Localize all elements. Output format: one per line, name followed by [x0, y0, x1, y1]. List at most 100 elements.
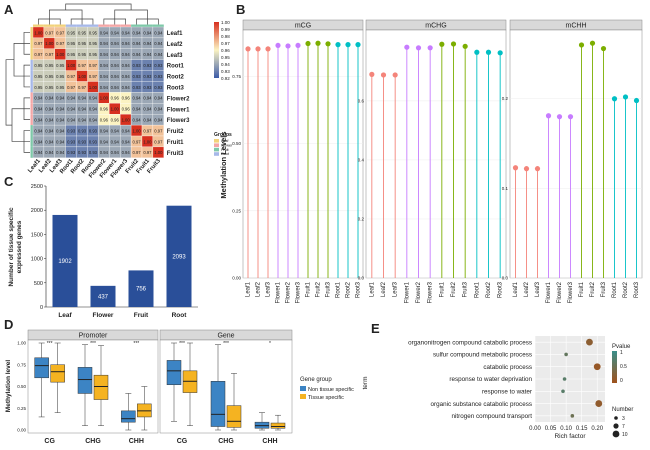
heatmap-cell-label: 0.97 [78, 85, 87, 90]
x-tick-label: Leaf [58, 312, 72, 319]
heatmap-cell-label: 0.94 [132, 96, 141, 101]
panel-d-ylabel: Methylation level [5, 360, 12, 413]
heatmap-cell-label: 0.94 [34, 96, 43, 101]
enrichment-point [561, 389, 565, 394]
dendrogram-branch [18, 130, 30, 153]
x-tick-label: Fruit1 [439, 281, 445, 297]
panel-label-a: A [4, 2, 14, 17]
heatmap-cell-label: 0.97 [143, 128, 152, 133]
bar-value-label: 2093 [172, 254, 186, 260]
heatmap-row-label: Root3 [167, 85, 185, 91]
bar-value-label: 756 [136, 287, 147, 293]
y-tick-label: 0.4 [358, 157, 365, 162]
y-tick-label: 0.1 [502, 186, 509, 191]
x-tick-label: Fruit1 [306, 281, 312, 297]
significance-label: *** [133, 341, 139, 347]
heatmap-cell-label: 0.94 [100, 63, 109, 68]
lollipop-point [633, 97, 640, 104]
heatmap-cell-label: 0.94 [78, 96, 87, 101]
number-legend-title: Number [612, 407, 633, 413]
heatmap-cell-label: 0.94 [143, 96, 152, 101]
lollipop-point [415, 45, 422, 51]
heatmap-cell-label: 0.97 [154, 139, 163, 144]
x-tick-label: Fruit [134, 312, 149, 319]
heatmap-cell-label: 0.94 [34, 150, 43, 155]
heatmap-cell-label: 1.00 [111, 107, 120, 112]
panel-label-c: C [4, 174, 14, 189]
heatmap-cell-label: 0.95 [34, 85, 43, 90]
heatmap-cell-label: 1.00 [56, 52, 65, 57]
heatmap-cell-label: 0.94 [122, 30, 131, 35]
column-group-bar [109, 24, 121, 27]
heatmap-cell-label: 0.94 [122, 63, 131, 68]
heatmap-cell-label: 1.00 [45, 41, 54, 46]
heatmap-cell-label: 0.93 [132, 63, 141, 68]
heatmap-cell-label: 0.94 [143, 52, 152, 57]
lollipop-point [335, 42, 341, 48]
heatmap-cell-label: 0.94 [67, 117, 76, 122]
legend-swatch [300, 394, 306, 399]
heatmap-cell-label: 0.94 [100, 128, 109, 133]
heatmap-cell-label: 0.94 [67, 107, 76, 112]
heatmap-cell-label: 0.96 [111, 117, 120, 122]
x-tick-label: Root1 [612, 281, 618, 298]
heatmap-cell-label: 0.94 [132, 117, 141, 122]
heatmap-cell-label: 0.97 [45, 30, 54, 35]
x-tick-label: 0.00 [529, 426, 541, 432]
heatmap-cell-label: 0.94 [122, 52, 131, 57]
heatmap-row-label: Fruit3 [167, 151, 184, 157]
dendrogram-branch [114, 7, 148, 13]
heatmap-cell-label: 0.94 [154, 30, 163, 35]
groups-legend-title: Groups [214, 132, 232, 138]
lollipop-point [622, 94, 629, 100]
facet-title: mCG [295, 23, 311, 30]
lollipop-point [462, 43, 468, 49]
pvalue-colorbar [612, 351, 617, 383]
heatmap-row-label: Leaf1 [167, 31, 183, 37]
heatmap-cell-label: 0.94 [111, 63, 120, 68]
x-tick-label: Flower2 [557, 281, 563, 303]
box [34, 357, 49, 379]
heatmap-cell-label: 0.94 [78, 117, 87, 122]
y-tick-label: 0.25 [232, 208, 241, 213]
number-legend-dot [613, 423, 619, 429]
lollipop-point [404, 44, 410, 50]
heatmap-cell-label: 0.97 [78, 63, 87, 68]
lollipop-point [589, 40, 596, 46]
heatmap-cell-label: 0.94 [100, 139, 109, 144]
colorbar-tick: 0.92 [221, 76, 230, 81]
x-tick-label: Root1 [336, 281, 342, 298]
heatmap-cell-label: 0.97 [132, 150, 141, 155]
lollipop-point [556, 114, 563, 120]
heatmap-cell-label: 0.93 [89, 128, 98, 133]
enrichment-point [570, 414, 575, 418]
heatmap-cell-label: 0.93 [78, 139, 87, 144]
dendrogram-branch [70, 15, 94, 25]
heatmap-row-label: Root1 [167, 64, 185, 70]
heatmap-cell-label: 0.95 [78, 30, 87, 35]
groups-legend-label: Leaf [221, 139, 229, 143]
heatmap-cell-label: 0.94 [154, 41, 163, 46]
dendrogram-branch [103, 13, 126, 25]
heatmap-cell-label: 0.94 [34, 128, 43, 133]
row-group-bar [30, 146, 33, 158]
heatmap-cell-label: 0.93 [67, 139, 76, 144]
legend-swatch [300, 386, 306, 391]
heatmap-cell-label: 0.95 [89, 52, 98, 57]
lollipop-point [439, 41, 445, 47]
lollipop-point [611, 96, 618, 102]
y-tick-label: 0.0 [502, 276, 509, 281]
x-tick-label: Root3 [634, 281, 640, 298]
x-tick-label: Flower2 [286, 281, 292, 303]
facet-title: Promoter [79, 333, 108, 340]
significance-label: *** [90, 341, 96, 347]
x-tick-label: Flower3 [568, 281, 574, 303]
heatmap-cell-label: 0.97 [45, 52, 54, 57]
number-legend-dot [612, 430, 620, 438]
y-tick-label: 0.25 [17, 406, 26, 411]
colorbar-tick: 0.97 [221, 41, 230, 46]
heatmap-row-label: Flower3 [167, 118, 190, 124]
lollipop-point [427, 45, 433, 51]
x-tick-label: Leaf3 [535, 281, 541, 297]
pvalue-tick: 0.5 [620, 364, 627, 370]
